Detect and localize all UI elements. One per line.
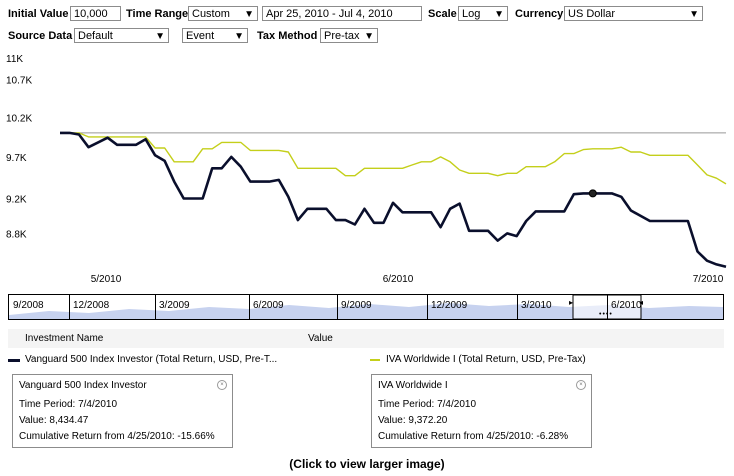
navigator-label: 9/2009 <box>341 300 372 311</box>
event-value: Event <box>186 30 215 42</box>
chevron-down-icon: ▼ <box>494 9 504 20</box>
tooltip-return: Cumulative Return from 4/25/2010: -15.66… <box>19 431 215 442</box>
scale-label: Scale <box>428 8 457 20</box>
close-icon[interactable]: × <box>217 380 227 390</box>
series-name: IVA Worldwide I (Total Return, USD, Pre-… <box>386 354 586 365</box>
initial-value-input[interactable]: 10,000 <box>70 6 121 21</box>
time-range-select[interactable]: Custom ▼ <box>188 6 258 21</box>
chevron-down-icon: ▼ <box>244 9 254 20</box>
legend-item-iva[interactable]: IVA Worldwide I (Total Return, USD, Pre-… <box>370 354 730 368</box>
series-line-iva[interactable] <box>60 132 727 185</box>
chevron-down-icon: ▼ <box>155 31 165 42</box>
scale-select[interactable]: Log ▼ <box>458 6 508 21</box>
series-name: Vanguard 500 Index Investor (Total Retur… <box>25 354 278 365</box>
time-navigator[interactable]: 9/2008 12/2008 3/2009 6/2009 9/2009 12/2009 3/… <box>8 294 724 320</box>
source-data-select[interactable]: Default ▼ <box>74 28 169 43</box>
navigator-divider <box>249 295 250 319</box>
tooltip-title: Vanguard 500 Index Investor <box>19 380 147 391</box>
time-range-value: Custom <box>192 8 230 20</box>
navigator-label: 3/2010 <box>521 300 552 311</box>
navigator-handle[interactable]: ▸ <box>569 298 574 307</box>
navigator-label: 6/2009 <box>253 300 284 311</box>
tooltip-period: Time Period: 7/4/2010 <box>378 399 477 410</box>
source-data-value: Default <box>78 30 113 42</box>
source-data-label: Source Data <box>8 30 73 42</box>
tax-method-value: Pre-tax <box>324 30 360 42</box>
tax-method-label: Tax Method <box>257 30 318 42</box>
x-tick-label: 6/2010 <box>383 274 414 285</box>
series-swatch <box>8 359 20 362</box>
currency-label: Currency <box>515 8 564 20</box>
navigator-divider <box>517 295 518 319</box>
y-tick-label: 11K <box>6 54 23 65</box>
time-range-label: Time Range <box>126 8 189 20</box>
navigator-label: 3/2009 <box>159 300 190 311</box>
y-tick-label: 10.7K <box>6 76 32 87</box>
currency-select[interactable]: US Dollar ▼ <box>564 6 703 21</box>
currency-value: US Dollar <box>568 8 616 20</box>
navigator-label: 12/2008 <box>73 300 110 311</box>
tooltip-period: Time Period: 7/4/2010 <box>19 399 118 410</box>
initial-value-label: Initial Value <box>8 8 69 20</box>
tooltip-value: Value: 8,434.47 <box>19 415 89 426</box>
close-icon[interactable]: × <box>576 380 586 390</box>
tooltip-value: Value: 9,372.20 <box>378 415 448 426</box>
navigator-divider <box>69 295 70 319</box>
navigator-label: 12/2009 <box>431 300 468 311</box>
x-tick-label: 5/2010 <box>91 274 122 285</box>
navigator-label: 6/2010 <box>611 300 642 311</box>
chevron-down-icon: ▼ <box>234 31 244 42</box>
date-range-input[interactable]: Apr 25, 2010 - Jul 4, 2010 <box>262 6 422 21</box>
investment-name-header: Investment Name <box>25 333 104 344</box>
y-tick-label: 8.8K <box>6 229 27 240</box>
tooltip-return: Cumulative Return from 4/25/2010: -6.28% <box>378 431 569 442</box>
hover-marker[interactable] <box>588 189 597 198</box>
navigator-divider <box>427 295 428 319</box>
series-swatch <box>370 359 380 361</box>
tooltip-title: IVA Worldwide I <box>378 380 448 391</box>
value-header: Value <box>308 333 333 344</box>
series-line-vanguard[interactable] <box>60 131 727 269</box>
navigator-label: 9/2008 <box>13 300 44 311</box>
tooltip-iva: IVA Worldwide I Time Period: 7/4/2010 Va… <box>371 374 592 448</box>
navigator-handle[interactable]: ◂ <box>639 298 644 307</box>
caption-link[interactable]: (Click to view larger image) <box>289 457 445 471</box>
tooltip-vanguard: Vanguard 500 Index Investor Time Period:… <box>12 374 233 448</box>
navigator-grip-icon[interactable]: •••• <box>599 311 613 318</box>
scale-value: Log <box>462 8 481 20</box>
y-tick-label: 9.7K <box>6 153 27 164</box>
performance-chart[interactable]: 11K 10.7K 10.2K 9.7K 9.2K 8.8K 5/2010 6/2010 7/… <box>0 50 734 290</box>
chevron-down-icon: ▼ <box>364 31 374 42</box>
navigator-divider <box>155 295 156 319</box>
legend-item-vanguard[interactable]: Vanguard 500 Index Investor (Total Retur… <box>8 354 358 368</box>
legend-header: Investment Name Value <box>8 329 724 348</box>
y-tick-label: 9.2K <box>6 194 27 205</box>
navigator-divider <box>337 295 338 319</box>
event-select[interactable]: Event ▼ <box>182 28 248 43</box>
navigator-divider <box>607 295 608 319</box>
y-tick-label: 10.2K <box>6 113 32 124</box>
chevron-down-icon: ▼ <box>689 9 699 20</box>
tax-method-select[interactable]: Pre-tax ▼ <box>320 28 378 43</box>
x-tick-label: 7/2010 <box>693 274 724 285</box>
